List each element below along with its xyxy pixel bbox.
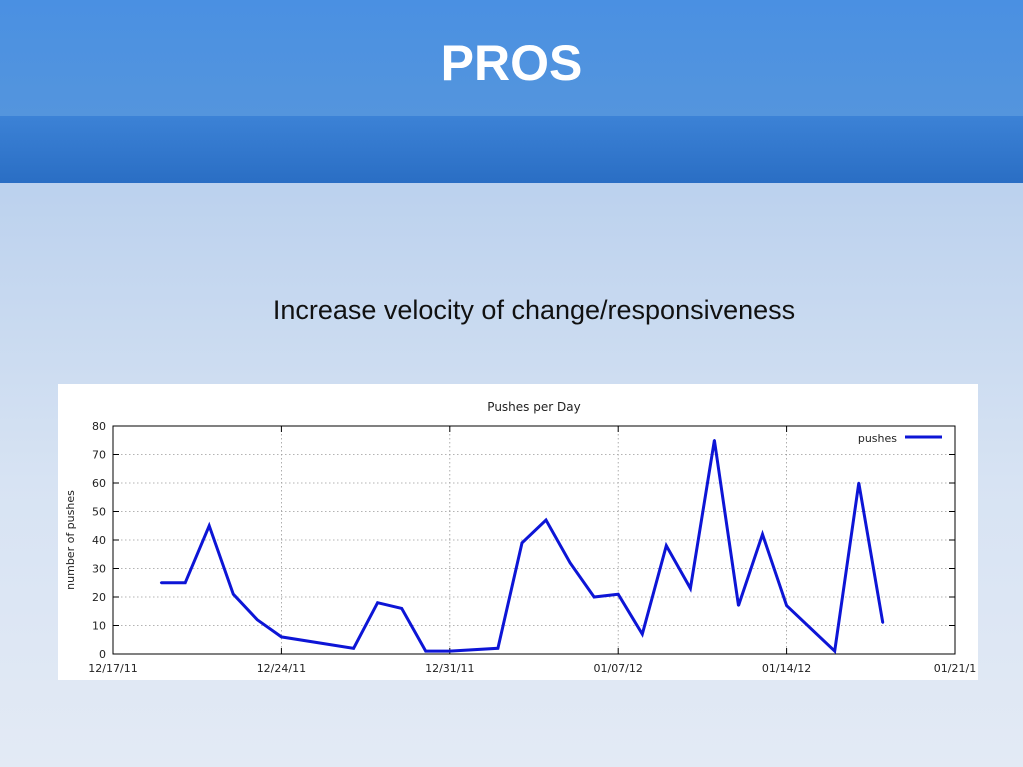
series-line-pushes [161, 440, 885, 655]
data-point [761, 533, 764, 536]
pushes-per-day-chart: Pushes per Day 0 10 20 30 40 50 60 70 80 12/17/11… [64, 400, 976, 675]
data-point [568, 561, 572, 564]
x-tick-label: 12/24/11 [257, 662, 306, 675]
legend-label-pushes: pushes [858, 432, 897, 445]
data-point [232, 592, 235, 596]
legend: pushes [858, 432, 942, 445]
y-tick-label: 20 [92, 591, 106, 604]
data-point [689, 587, 692, 590]
slide-header: PROS [0, 0, 1023, 183]
grid-lines [113, 426, 955, 654]
y-tick-label: 10 [92, 620, 106, 633]
y-tick-label: 60 [92, 477, 106, 490]
x-tick-label: 12/17/11 [88, 662, 137, 675]
y-axis-label: number of pushes [64, 490, 77, 590]
x-tick-label: 01/07/12 [593, 662, 642, 675]
y-tick-label: 30 [92, 563, 106, 576]
y-tick-label: 80 [92, 420, 106, 433]
y-tick-label: 0 [99, 648, 106, 661]
data-point [617, 592, 620, 596]
data-point [881, 621, 885, 624]
data-point [592, 595, 596, 599]
data-point [665, 544, 668, 547]
series-layer [159, 439, 885, 655]
axis-ticks: 0 10 20 30 40 50 60 70 80 12/17/11 12/24/11 12/31/1… [88, 420, 976, 675]
data-point [448, 649, 451, 653]
data-point [833, 649, 836, 653]
data-point [496, 647, 500, 650]
x-tick-label: 01/21/1 [934, 662, 976, 675]
data-point [857, 481, 860, 485]
x-tick-label: 12/31/11 [425, 662, 474, 675]
data-point [280, 635, 283, 639]
data-point [544, 518, 548, 522]
y-tick-label: 70 [92, 449, 106, 462]
data-point [424, 649, 427, 653]
data-point [376, 601, 379, 604]
x-tick-label: 01/14/12 [762, 662, 811, 675]
chart-title: Pushes per Day [487, 400, 580, 414]
data-point [520, 541, 524, 545]
data-point [737, 604, 740, 607]
data-point [208, 524, 211, 527]
data-point [400, 607, 403, 610]
data-point [159, 581, 163, 584]
y-tick-label: 50 [92, 506, 106, 519]
slide-subtitle: Increase velocity of change/responsivene… [272, 295, 796, 325]
data-point [641, 632, 644, 636]
slide-title: PROS [440, 35, 583, 91]
data-point [713, 439, 716, 442]
header-bottom-band [0, 116, 1023, 183]
data-point [183, 581, 187, 584]
y-tick-label: 40 [92, 534, 106, 547]
data-point [785, 604, 788, 607]
data-point [256, 618, 259, 621]
chart-panel: Pushes per Day 0 10 20 30 40 50 60 70 80 12/17/11… [58, 384, 978, 680]
data-point [352, 647, 355, 650]
header-top-band [0, 0, 1023, 116]
